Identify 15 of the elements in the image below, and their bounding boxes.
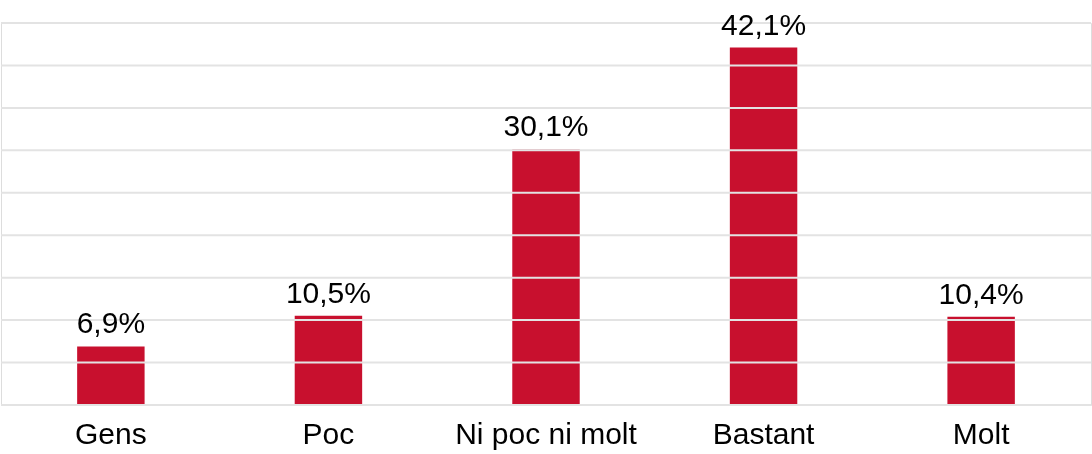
x-tick-label: Ni poc ni molt bbox=[455, 416, 638, 450]
data-label: 30,1% bbox=[503, 109, 589, 143]
x-tick-label: Molt bbox=[952, 416, 1011, 450]
x-tick-label: Bastant bbox=[712, 416, 816, 450]
x-tick-label: Poc bbox=[302, 416, 355, 450]
data-label: 42,1% bbox=[721, 7, 807, 41]
data-label: 10,4% bbox=[938, 276, 1024, 310]
bar bbox=[294, 315, 363, 405]
data-label: 10,5% bbox=[285, 275, 371, 309]
bar bbox=[947, 316, 1015, 405]
x-tick-label: Gens bbox=[75, 416, 147, 450]
data-label: 6,9% bbox=[76, 306, 146, 340]
bar bbox=[77, 346, 145, 405]
bar bbox=[729, 47, 798, 405]
bar bbox=[512, 149, 580, 405]
